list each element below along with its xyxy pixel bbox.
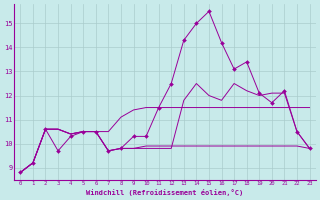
X-axis label: Windchill (Refroidissement éolien,°C): Windchill (Refroidissement éolien,°C) [86,189,244,196]
